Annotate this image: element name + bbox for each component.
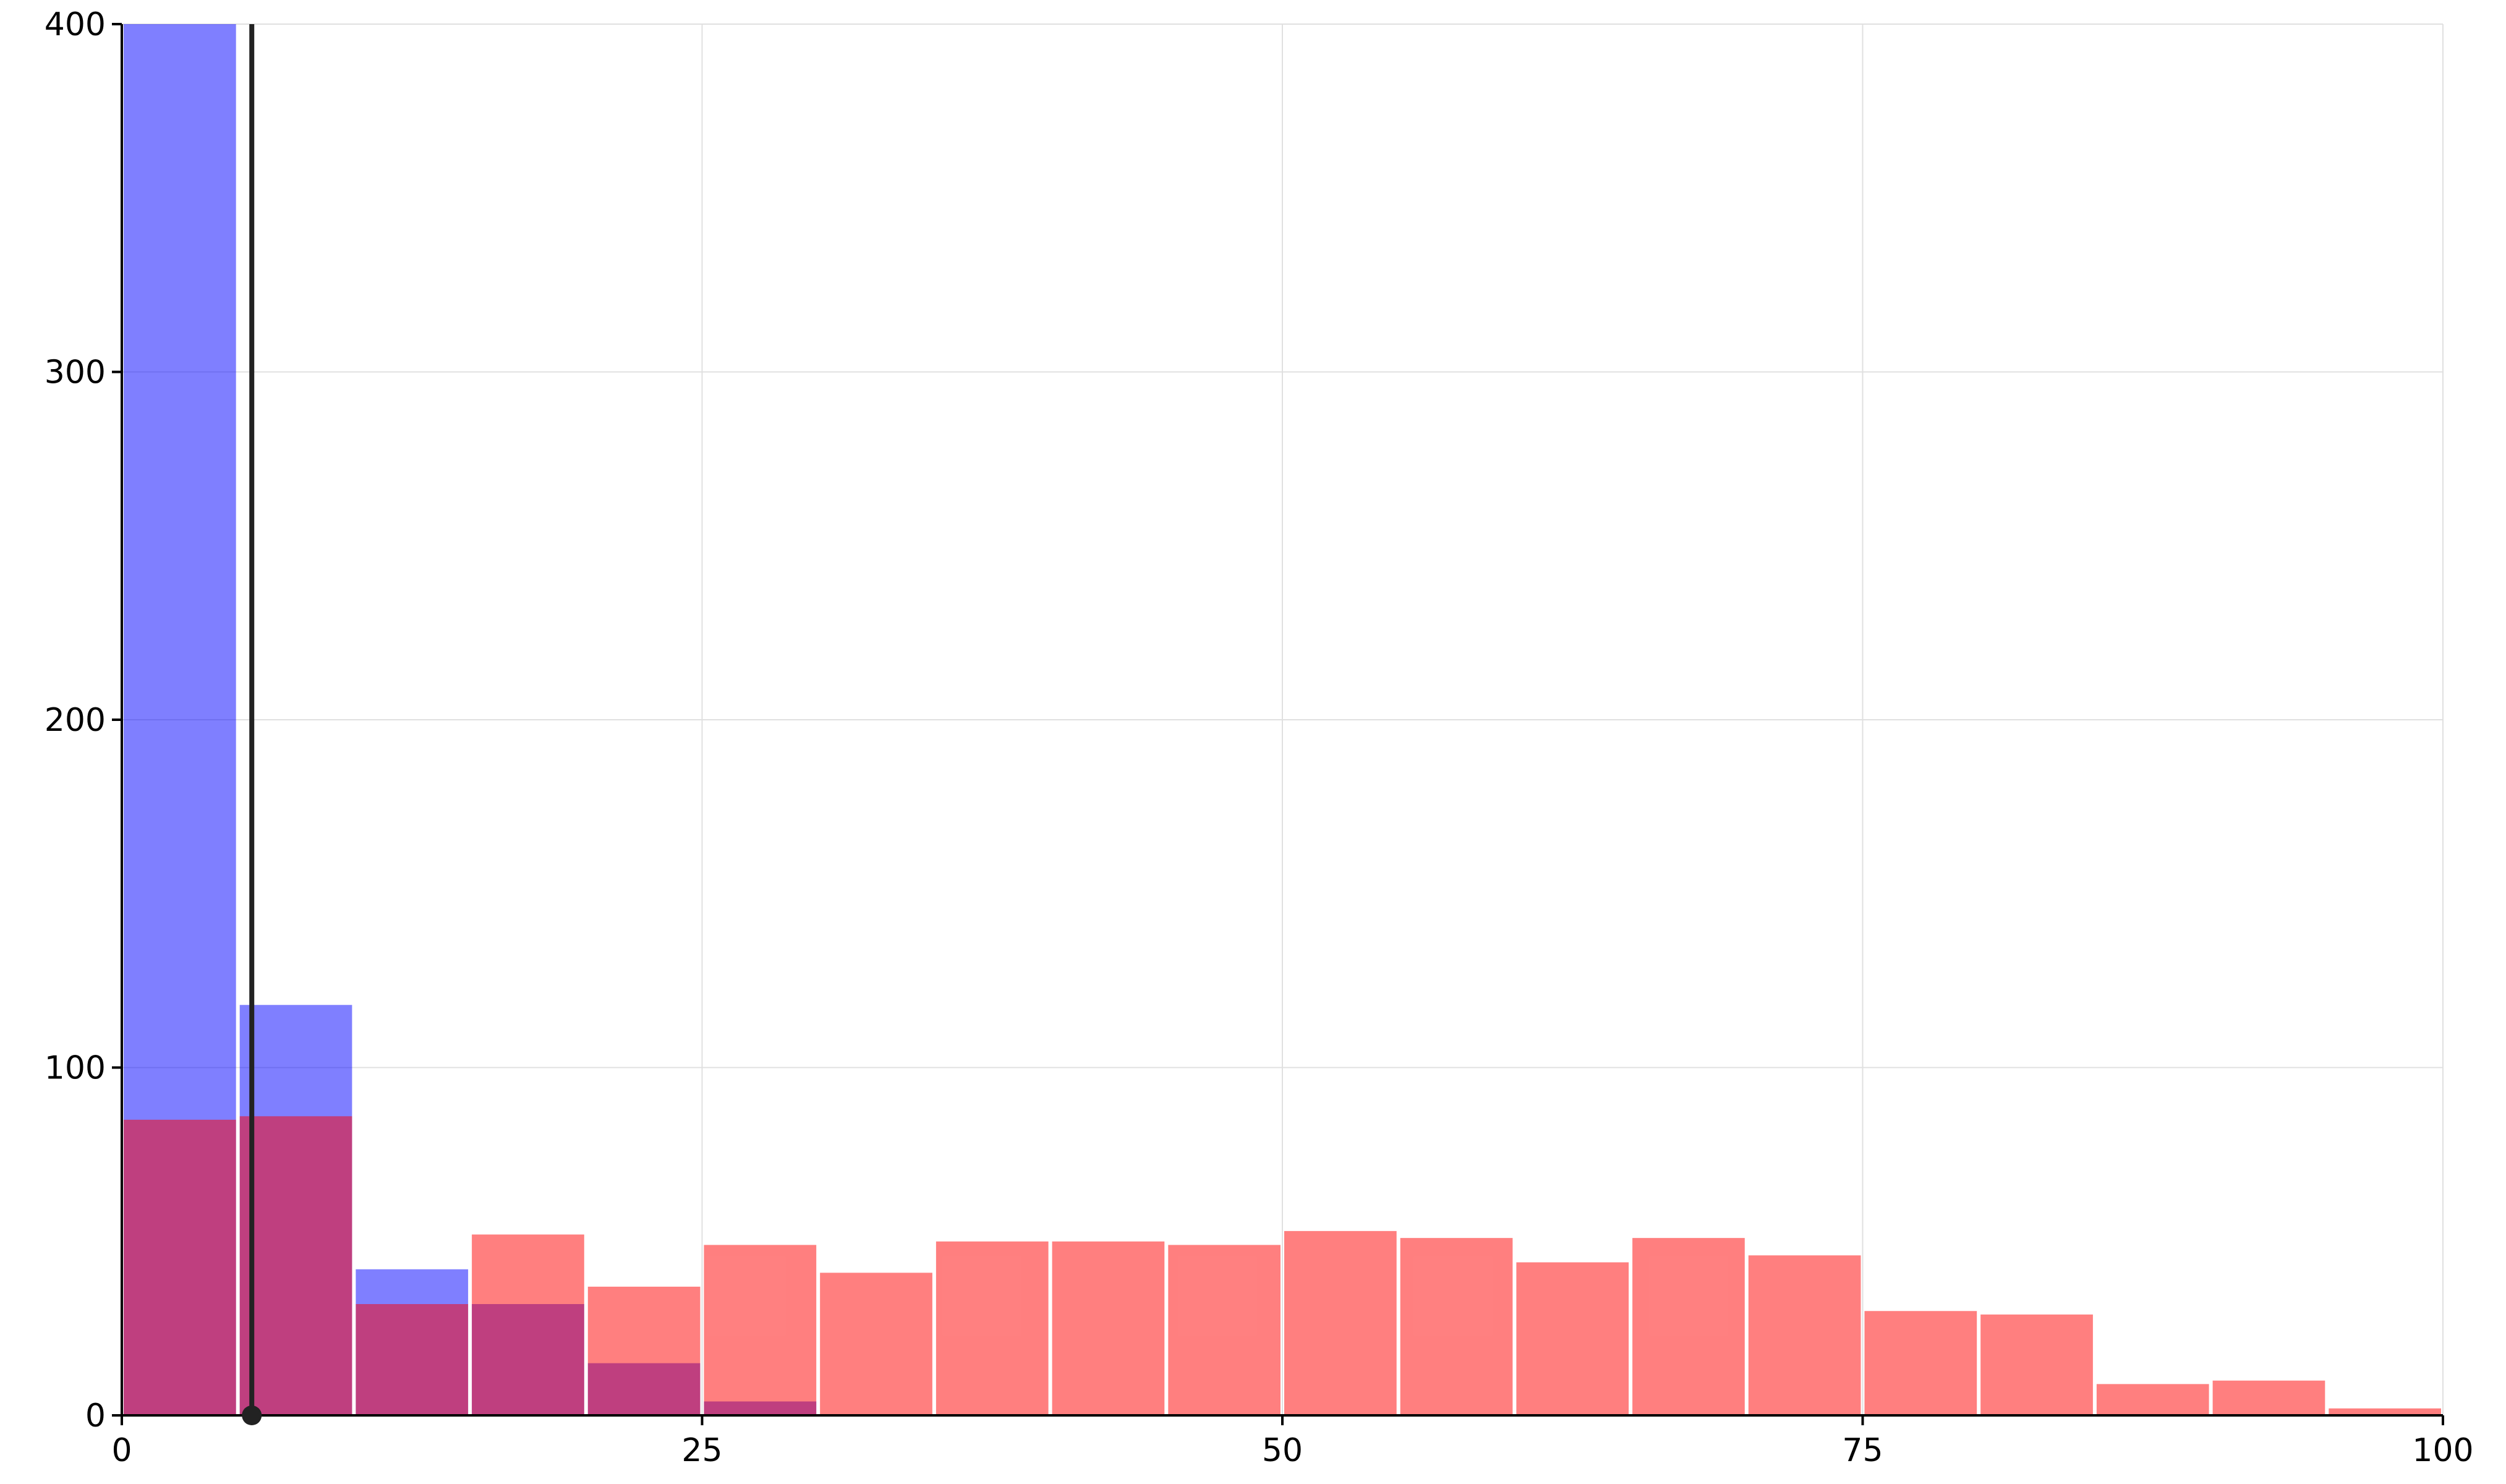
y-tick-label: 100 bbox=[45, 1050, 106, 1087]
histogram-bar-series-2 bbox=[820, 1273, 932, 1415]
y-tick-label: 0 bbox=[85, 1397, 106, 1435]
histogram-bar-series-2 bbox=[239, 1116, 352, 1415]
histogram-bar-series-2 bbox=[1864, 1311, 1977, 1415]
histogram-bar-series-2 bbox=[2096, 1384, 2209, 1415]
histogram-bar-series-2 bbox=[356, 1304, 469, 1415]
y-tick-label: 400 bbox=[45, 6, 106, 43]
histogram-bar-series-2 bbox=[1980, 1314, 2093, 1415]
histogram-bar-series-2 bbox=[1052, 1241, 1165, 1415]
histogram-bar-series-2 bbox=[1516, 1262, 1629, 1415]
x-tick-label: 25 bbox=[681, 1432, 722, 1469]
histogram-bar-series-2 bbox=[935, 1241, 1049, 1415]
vertical-marker-dot bbox=[242, 1405, 262, 1425]
histogram-bar-series-2 bbox=[472, 1234, 584, 1415]
histogram-bar-series-2 bbox=[2329, 1408, 2441, 1415]
histogram-bar-series-2 bbox=[587, 1286, 701, 1415]
histogram-bar-series-2 bbox=[1632, 1238, 1745, 1415]
histogram-bar-series-2 bbox=[1400, 1238, 1513, 1415]
histogram-bar-series-2 bbox=[1748, 1255, 1861, 1415]
histogram-bar-series-2 bbox=[2212, 1380, 2325, 1415]
histogram-bar-series-2 bbox=[1284, 1230, 1397, 1415]
marker-layer bbox=[242, 24, 262, 1425]
x-tick-label: 100 bbox=[2412, 1432, 2473, 1469]
x-tick-label: 50 bbox=[1262, 1432, 1303, 1469]
histogram-bar-series-2 bbox=[704, 1245, 817, 1415]
y-tick-label: 300 bbox=[45, 354, 106, 391]
histogram-bar-series-2 bbox=[1168, 1245, 1281, 1415]
x-tick-label: 75 bbox=[1842, 1432, 1883, 1469]
grid-lines bbox=[121, 23, 2444, 1416]
axes-layer: 0 25 50 75 100 0 100 200 300 400 bbox=[45, 6, 2474, 1469]
x-tick-label: 0 bbox=[111, 1432, 132, 1469]
bars-layer bbox=[124, 24, 2441, 1415]
y-tick-label: 200 bbox=[45, 702, 106, 739]
histogram-bar-series-2 bbox=[124, 1119, 236, 1415]
